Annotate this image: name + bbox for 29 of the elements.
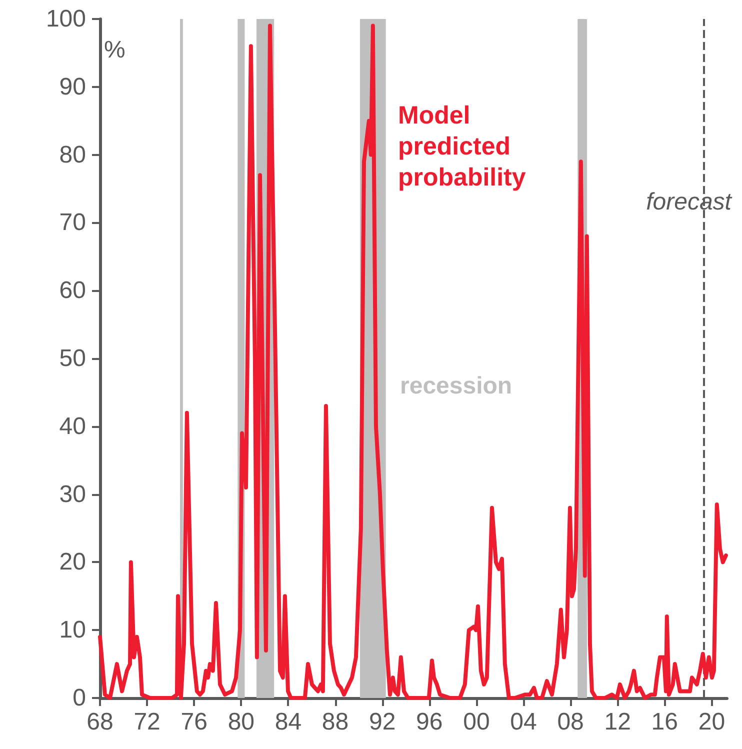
y-tick-label: 80 bbox=[59, 141, 86, 168]
x-tick-label: 92 bbox=[368, 708, 396, 736]
x-tick-label: 12 bbox=[604, 708, 631, 736]
x-tick-label: 80 bbox=[228, 708, 255, 736]
y-tick-label: 70 bbox=[59, 209, 86, 236]
y-tick-label: 0 bbox=[72, 684, 86, 712]
x-tick-label: 72 bbox=[134, 708, 160, 736]
x-tick-label: 04 bbox=[510, 708, 537, 736]
y-tick-label: 50 bbox=[59, 345, 86, 372]
y-tick-label: 90 bbox=[59, 73, 86, 100]
x-tick-label: 68 bbox=[86, 708, 114, 736]
x-tick-label: 16 bbox=[651, 708, 678, 736]
y-tick-label: 60 bbox=[59, 277, 86, 304]
x-tick-label: 08 bbox=[557, 708, 584, 736]
y-tick-label: 40 bbox=[59, 412, 86, 440]
series-label: Model predicted probability bbox=[398, 102, 526, 192]
annotation: recession bbox=[400, 372, 512, 400]
x-tick-label: 88 bbox=[322, 708, 349, 736]
x-tick-label: 76 bbox=[180, 708, 208, 736]
x-tick-label: 96 bbox=[416, 708, 443, 736]
y-tick-label: 30 bbox=[59, 480, 86, 508]
y-axis-title: % bbox=[104, 36, 126, 64]
x-tick-label: 00 bbox=[463, 708, 490, 736]
x-tick-label: 20 bbox=[698, 708, 726, 736]
y-tick-label: 20 bbox=[59, 548, 86, 576]
y-tick-label: 10 bbox=[59, 616, 86, 644]
x-tick-label: 84 bbox=[274, 708, 302, 736]
y-tick-label: 100 bbox=[46, 6, 86, 32]
ref-line-label: forecast bbox=[646, 188, 733, 216]
